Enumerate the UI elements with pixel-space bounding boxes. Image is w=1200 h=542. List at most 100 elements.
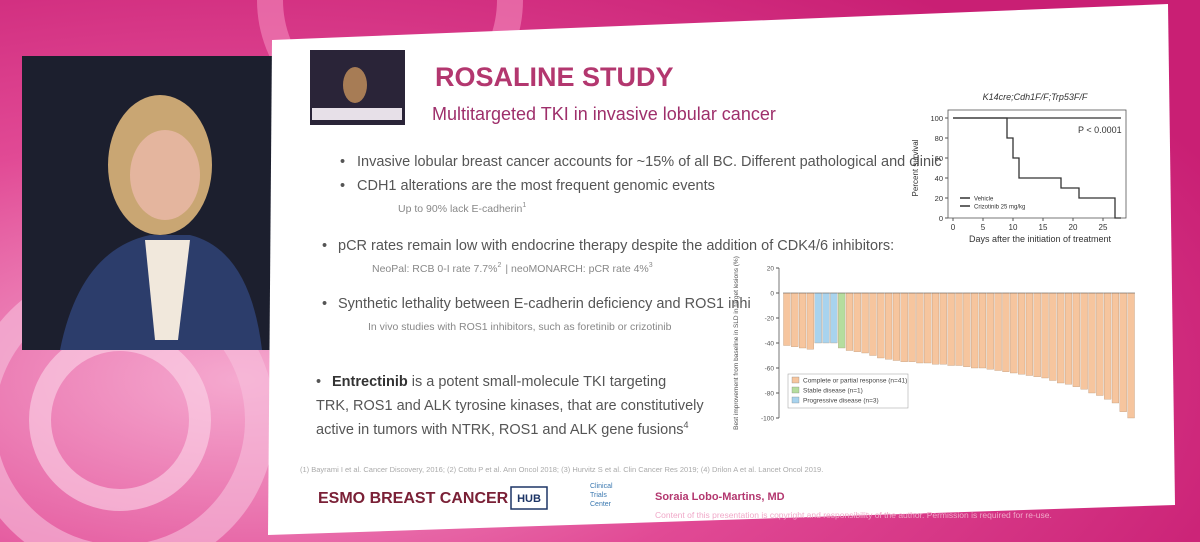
- bullet-dot: •: [322, 296, 327, 312]
- bullet-line: active in tumors with NTRK, ROS1 and ALK…: [316, 422, 684, 438]
- bar: [1025, 292, 1033, 376]
- speaker-face: [130, 130, 200, 220]
- y-tick-label: -20: [765, 316, 775, 323]
- bar: [939, 292, 947, 365]
- superscript: 1: [522, 202, 526, 209]
- km-frame: [947, 109, 1127, 219]
- bar: [877, 292, 885, 359]
- legend-swatch: [791, 386, 800, 394]
- legend-label: Progressive disease (n=3): [803, 398, 879, 405]
- bullet: active in tumors with NTRK, ROS1 and ALK…: [316, 420, 689, 438]
- bar: [853, 292, 861, 352]
- bullet: pCR rates remain low with endocrine ther…: [338, 238, 894, 254]
- bar: [900, 292, 908, 362]
- superscript: 3: [649, 262, 653, 269]
- bar: [1104, 292, 1112, 400]
- slide-title: ROSALINE STUDY: [435, 62, 674, 92]
- bar: [798, 292, 807, 349]
- sub-bullet: NeoPal: RCB 0-I rate 7.7%2 | neoMONARCH: …: [372, 262, 653, 275]
- legend-swatch: [791, 396, 800, 404]
- bar: [994, 292, 1002, 371]
- thumbnail-speaker: [343, 67, 367, 103]
- bar: [814, 292, 822, 344]
- bullet-line: TRK, ROS1 and ALK tyrosine kinases, that…: [316, 398, 704, 414]
- bar: [783, 292, 791, 346]
- bar: [892, 292, 900, 361]
- bar: [822, 292, 830, 344]
- legend-label: Vehicle: [974, 197, 994, 203]
- bar: [1080, 292, 1088, 390]
- km-line: [953, 117, 1121, 219]
- bar: [971, 292, 979, 369]
- references: (1) Bayrami I et al. Cancer Discovery, 2…: [300, 465, 823, 474]
- bar: [838, 292, 846, 349]
- km-title: K14cre;Cdh1F/F;Trp53F/F: [983, 92, 1088, 102]
- bar: [1111, 292, 1120, 404]
- bullet: Invasive lobular breast cancer accounts …: [357, 154, 941, 170]
- bullet: CDH1 alterations are the most frequent g…: [357, 178, 715, 194]
- bullets: • Invasive lobular breast cancer account…: [316, 154, 941, 438]
- y-tick-label: 80: [935, 134, 943, 143]
- y-tick-label: -60: [765, 366, 775, 373]
- slide-subtitle: Multitargeted TKI in invasive lobular ca…: [432, 104, 776, 124]
- bar: [1049, 292, 1057, 381]
- bar: [955, 292, 963, 366]
- bar: [1119, 292, 1127, 412]
- y-tick-label: 40: [935, 174, 943, 183]
- bar: [1096, 292, 1104, 396]
- bullet: Synthetic lethality between E-cadherin d…: [338, 296, 751, 312]
- superscript: 4: [684, 420, 689, 430]
- bold-text: Entrectinib: [332, 374, 408, 390]
- bullet: Entrectinib is a potent small-molecule TK…: [332, 374, 666, 390]
- y-tick-label: 60: [935, 154, 943, 163]
- legend-label: Complete or partial response (n=41): [803, 378, 907, 385]
- bar: [1041, 292, 1049, 379]
- bar: [931, 292, 940, 365]
- bar: [1010, 292, 1018, 374]
- bar: [791, 292, 799, 347]
- copyright: Content of this presentation is copyrigh…: [655, 510, 1052, 520]
- bar: [1088, 292, 1096, 394]
- x-tick-label: 25: [1099, 223, 1108, 232]
- bar: [885, 292, 893, 360]
- bar: [1033, 292, 1041, 377]
- x-tick-label: 20: [1069, 223, 1078, 232]
- x-tick-label: 5: [981, 223, 986, 232]
- y-tick-label: -40: [765, 341, 775, 348]
- hub-box: [510, 486, 548, 510]
- y-tick-label: 20: [935, 194, 943, 203]
- x-tick-label: 15: [1039, 223, 1048, 232]
- sub-text: NeoPal: RCB 0-I rate 7.7%: [372, 263, 497, 275]
- bar: [963, 292, 971, 367]
- wf-ylabel: Best improvement from baseline in SLD in…: [733, 256, 740, 430]
- bar: [916, 292, 924, 364]
- author: Soraia Lobo-Martins, MD: [655, 491, 785, 503]
- y-tick-label: 0: [939, 214, 943, 223]
- sub-bullet: Up to 90% lack E-cadherin1: [398, 202, 526, 215]
- x-tick-label: 10: [1009, 223, 1018, 232]
- y-tick-label: 20: [767, 266, 775, 273]
- y-tick-label: 100: [930, 114, 943, 123]
- bar: [806, 292, 814, 350]
- bullet-dot: •: [316, 374, 321, 390]
- thumbnail-podium: [312, 108, 402, 120]
- bar: [978, 292, 987, 369]
- bar: [830, 292, 838, 344]
- y-tick-label: -80: [765, 391, 775, 398]
- bar: [1064, 292, 1073, 385]
- wf-legend: [787, 373, 909, 409]
- bar: [986, 292, 994, 370]
- bar: [947, 292, 955, 366]
- bar: [1072, 292, 1080, 387]
- bar: [1127, 292, 1135, 419]
- bullet-dot: •: [340, 154, 345, 170]
- bar: [924, 292, 932, 364]
- km-annotation: P < 0.0001: [1078, 125, 1122, 135]
- bar: [869, 292, 877, 356]
- superscript: 2: [497, 262, 501, 269]
- bullet-dot: •: [340, 178, 345, 194]
- sub-text: Up to 90% lack E-cadherin: [398, 203, 522, 215]
- bar: [908, 292, 916, 362]
- sub-text: | neoMONARCH: pCR rate 4%: [505, 263, 648, 275]
